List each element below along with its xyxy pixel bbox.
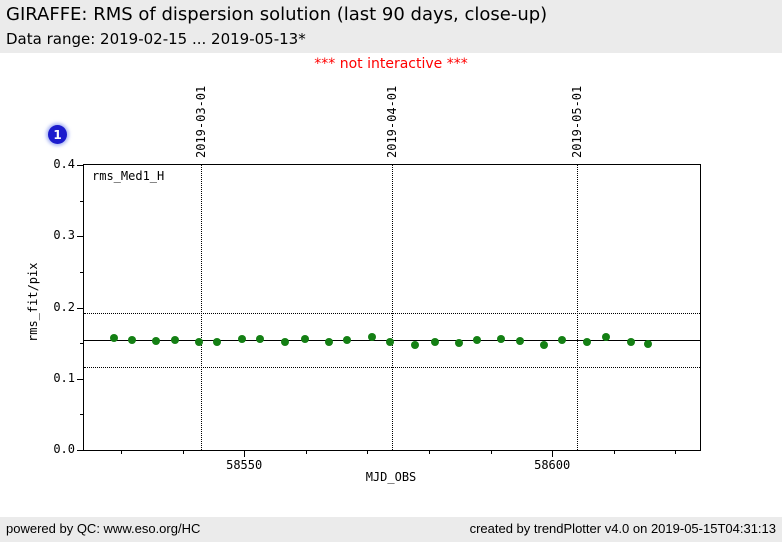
header-band [0, 0, 782, 53]
y-tick-label: 0.4 [53, 157, 75, 171]
y-minor-tick [80, 343, 83, 345]
page-subtitle: Data range: 2019-02-15 ... 2019-05-13* [6, 30, 306, 48]
data-point [627, 338, 635, 347]
plot-area: rms_Med1_H [83, 164, 701, 451]
footer-created-by: created by trendPlotter v4.0 on 2019-05-… [469, 521, 776, 536]
data-point [194, 337, 203, 346]
legend-label: rms_Med1_H [92, 169, 165, 183]
data-point [152, 336, 161, 345]
page-title: GIRAFFE: RMS of dispersion solution (las… [6, 4, 548, 25]
y-minor-tick [80, 271, 83, 273]
data-point [497, 334, 506, 343]
date-label: 2019-04-01 [385, 85, 399, 158]
data-point [213, 338, 222, 347]
x-axis-label: MJD_OBS [365, 470, 417, 484]
x-minor-tick [120, 451, 122, 454]
y-tick-label: 0.1 [53, 370, 75, 385]
data-point [281, 338, 290, 347]
x-major-tick [244, 451, 246, 457]
x-minor-tick [613, 451, 615, 454]
footer-band [0, 517, 782, 542]
data-point [431, 338, 440, 347]
footer-powered-by: powered by QC: www.eso.org/HC [6, 521, 201, 536]
x-minor-tick [367, 451, 369, 454]
y-minor-tick [80, 414, 83, 416]
x-minor-tick [428, 451, 430, 454]
data-point [109, 334, 118, 343]
x-minor-tick [305, 451, 307, 454]
x-tick-label: 58600 [534, 458, 571, 472]
y-major-tick [77, 450, 83, 451]
data-point [367, 333, 376, 342]
data-point [582, 337, 591, 346]
y-minor-tick [80, 200, 83, 202]
data-point [128, 335, 137, 344]
data-point [516, 336, 525, 345]
y-tick-label: 0.3 [53, 228, 75, 243]
y-major-tick [77, 307, 83, 309]
date-gridline [392, 165, 393, 450]
data-point [238, 334, 247, 343]
data-point [473, 336, 481, 345]
data-point [255, 334, 264, 343]
x-minor-tick [490, 451, 492, 454]
data-point [601, 333, 610, 342]
data-point [324, 337, 333, 346]
data-point [411, 341, 420, 350]
y-major-tick [77, 165, 83, 166]
plot-number-badge: 1 [48, 125, 67, 144]
threshold-line [84, 366, 700, 368]
date-gridline [201, 165, 203, 450]
y-major-tick [77, 236, 83, 238]
date-label: 2019-03-01 [194, 85, 209, 158]
data-point [343, 336, 352, 345]
data-point [170, 335, 179, 344]
y-major-tick [77, 378, 83, 380]
data-point [454, 339, 463, 348]
date-gridline [576, 165, 578, 450]
y-tick-label: 0.2 [53, 299, 75, 314]
not-interactive-notice: *** not interactive *** [314, 56, 468, 72]
data-point [300, 334, 309, 343]
data-point [540, 341, 549, 350]
data-point [558, 335, 567, 344]
data-point [644, 339, 653, 348]
date-label: 2019-05-01 [569, 85, 584, 158]
x-minor-tick [182, 451, 184, 454]
x-minor-tick [675, 451, 677, 454]
x-major-tick [552, 451, 554, 457]
threshold-line [84, 313, 700, 315]
data-point [386, 337, 395, 346]
y-tick-label: 0.0 [53, 442, 75, 456]
x-tick-label: 58550 [226, 458, 263, 472]
